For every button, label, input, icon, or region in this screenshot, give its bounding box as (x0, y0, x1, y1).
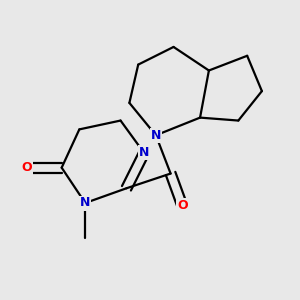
Text: O: O (21, 161, 32, 174)
Text: N: N (139, 146, 149, 159)
Text: N: N (80, 196, 90, 209)
Text: N: N (151, 129, 161, 142)
Text: O: O (177, 200, 188, 212)
